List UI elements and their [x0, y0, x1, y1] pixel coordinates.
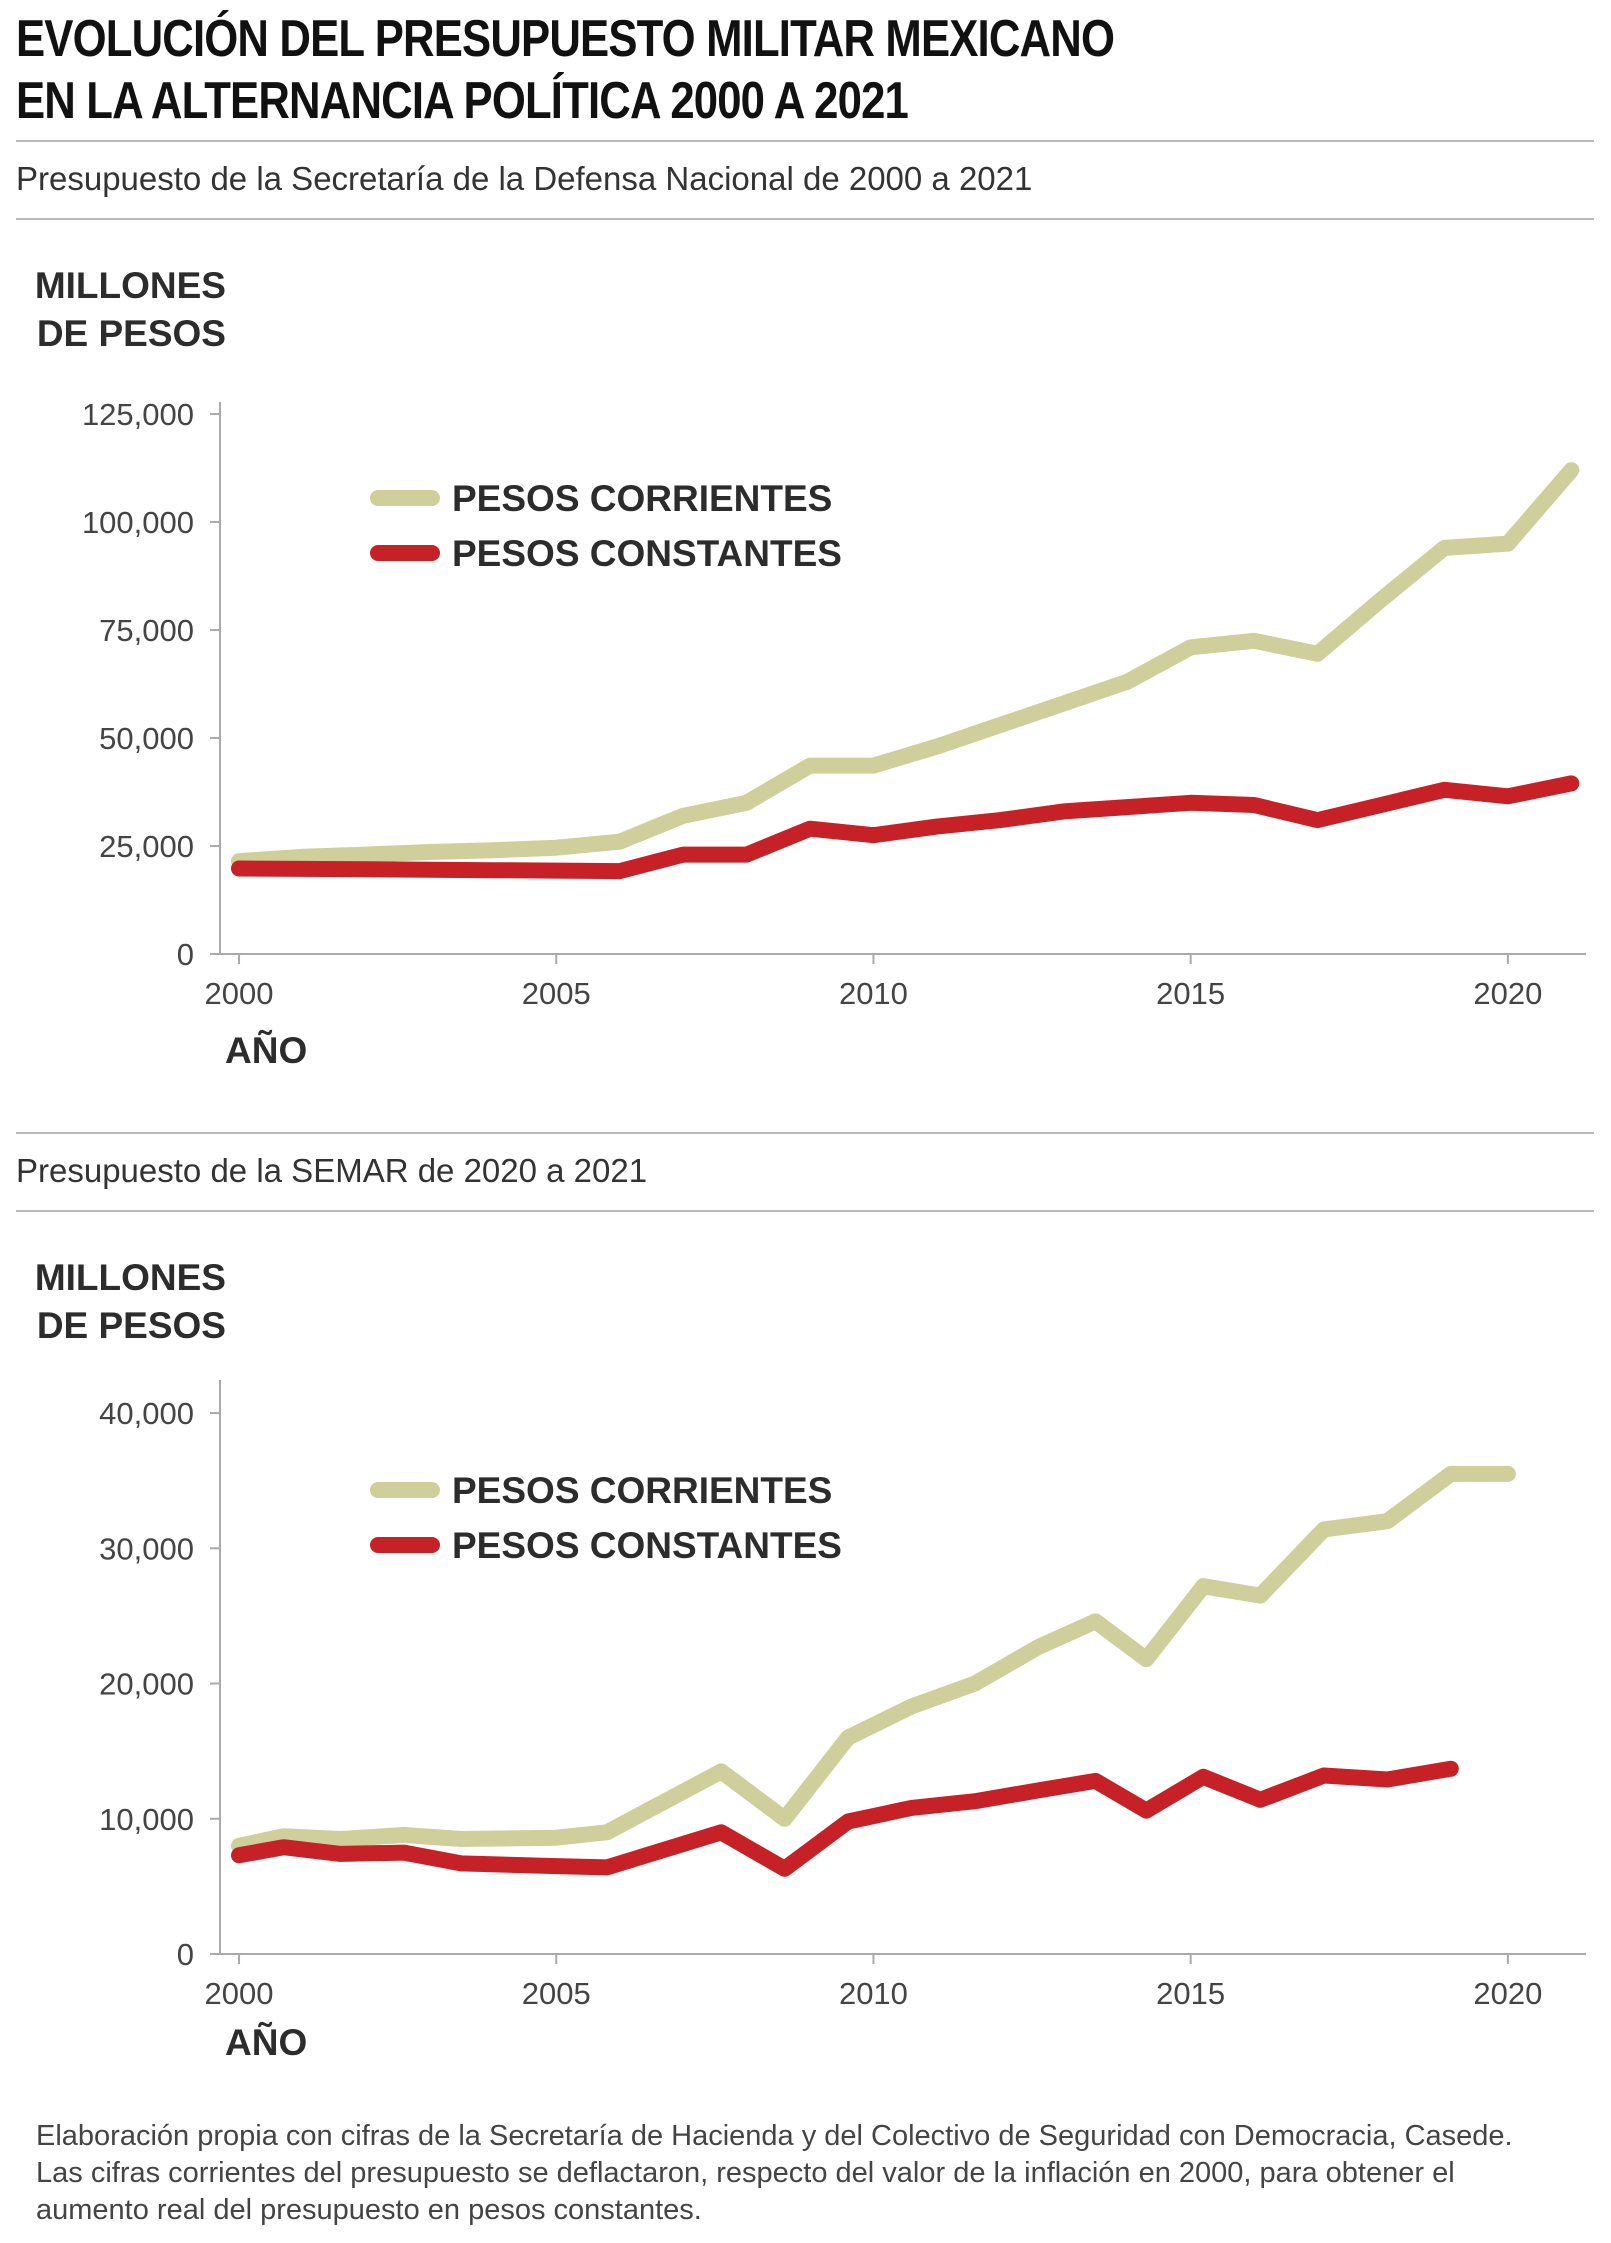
chart2-y-unit-line1: MILLONES: [34, 1257, 226, 1298]
series-line-corrientes: [231, 462, 1580, 870]
divider: [16, 140, 1594, 142]
chart1-y-unit-line1: MILLONES: [34, 265, 226, 306]
chart2-subtitle: Presupuesto de la SEMAR de 2020 a 2021: [16, 1152, 648, 1189]
chart1-subtitle: Presupuesto de la Secretaría de la Defen…: [16, 160, 1033, 197]
y-tick-label: 10,000: [99, 1802, 194, 1837]
y-tick-label: 100,000: [82, 505, 194, 540]
legend-label-corrientes: PESOS CORRIENTES: [452, 478, 832, 519]
page-title: EVOLUCIÓN DEL PRESUPUESTO MILITAR MEXICA…: [16, 8, 1115, 132]
y-tick-label: 0: [177, 937, 194, 972]
x-tick-label: 2005: [522, 976, 591, 1011]
legend-label-constantes: PESOS CONSTANTES: [452, 1525, 842, 1566]
series-line-corrientes: [231, 1465, 1516, 1854]
legend-label-corrientes: PESOS CORRIENTES: [452, 1470, 832, 1511]
chart2-y-unit-line2: DE PESOS: [36, 1305, 226, 1346]
x-tick-label: 2000: [205, 976, 274, 1011]
divider: [16, 1132, 1594, 1134]
divider: [16, 1210, 1594, 1212]
y-tick-label: 25,000: [99, 829, 194, 864]
divider: [16, 218, 1594, 220]
x-tick-label: 2000: [205, 1976, 274, 2011]
y-tick-label: 75,000: [99, 613, 194, 648]
series-line-constantes: [231, 1760, 1459, 1877]
chart1-line-chart: 0 25,000 50,000 75,000 100,000 125,000 2000 200…: [82, 397, 1586, 1011]
x-tick-label: 2020: [1473, 976, 1542, 1011]
y-tick-label: 20,000: [99, 1667, 194, 1702]
x-tick-label: 2010: [839, 1976, 908, 2011]
series-line-constantes: [231, 775, 1580, 880]
y-tick-label: 40,000: [99, 1396, 194, 1431]
y-tick-label: 0: [177, 1937, 194, 1972]
footnote-line-3: aumento real del presupuesto en pesos co…: [36, 2194, 702, 2226]
x-tick-label: 2005: [522, 1976, 591, 2011]
footnote-line-1: Elaboración propia con cifras de la Secr…: [36, 2120, 1513, 2152]
chart1-y-unit-label: MILLONES DE PESOS: [30, 262, 226, 358]
x-tick-label: 2015: [1156, 976, 1225, 1011]
title-line-2: EN LA ALTERNANCIA POLÍTICA 2000 A 2021: [16, 72, 909, 130]
chart2-line-chart: 0 10,000 20,000 30,000 40,000 2000 2005 2010 201…: [99, 1380, 1586, 2011]
chart2-x-axis-title: AÑO: [225, 2022, 308, 2063]
chart2-y-unit-label: MILLONES DE PESOS: [30, 1254, 226, 1350]
source-footnote: Elaboración propia con cifras de la Secr…: [36, 2118, 1596, 2229]
footnote-line-2: Las cifras corrientes del presupuesto se…: [36, 2157, 1455, 2189]
chart1-x-axis-title: AÑO: [225, 1030, 308, 1071]
y-tick-label: 125,000: [82, 397, 194, 432]
title-line-1: EVOLUCIÓN DEL PRESUPUESTO MILITAR MEXICA…: [16, 10, 1115, 68]
y-tick-label: 50,000: [99, 721, 194, 756]
y-tick-label: 30,000: [99, 1531, 194, 1566]
x-tick-label: 2015: [1156, 1976, 1225, 2011]
x-tick-label: 2020: [1473, 1976, 1542, 2011]
legend-label-constantes: PESOS CONSTANTES: [452, 533, 842, 574]
x-tick-label: 2010: [839, 976, 908, 1011]
chart1-y-unit-line2: DE PESOS: [36, 313, 226, 354]
